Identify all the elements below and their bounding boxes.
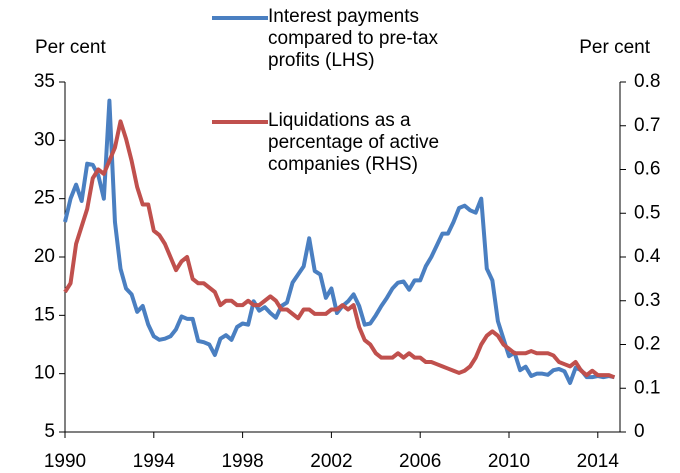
legend-label: Liquidations as a percentage of active c… [268,110,440,175]
y-tick-label: 5 [44,421,55,442]
y-tick-label: 30 [34,129,55,150]
x-tick-label: 2014 [577,451,620,472]
y2-tick-label: 0.1 [634,377,660,398]
y2-tick-label: 0.3 [634,290,660,311]
y2-tick-label: 0.7 [634,115,660,136]
y2-tick-label: 0.8 [634,71,660,92]
y2-tick-label: 0 [634,421,645,442]
y-tick-label: 25 [34,188,55,209]
x-tick-label: 2006 [399,451,441,472]
x-tick-label: 1990 [44,451,86,472]
x-tick-label: 1998 [221,451,263,472]
y-axis-title: Per cent [35,37,106,58]
y-tick-label: 10 [34,363,55,384]
x-tick-label: 1994 [133,451,176,472]
y2-tick-label: 0.2 [634,334,660,355]
y2-tick-label: 0.6 [634,159,660,180]
x-tick-label: 2002 [310,451,352,472]
y2-tick-label: 0.5 [634,202,660,223]
x-tick-label: 2010 [488,451,530,472]
legend-label: Interest payments compared to pre-tax pr… [268,6,439,71]
y2-axis-title: Per cent [579,37,650,58]
series-line [63,119,616,380]
y-tick-label: 35 [34,71,55,92]
y2-tick-label: 0.4 [634,246,661,267]
y-tick-label: 20 [34,246,55,267]
y-tick-label: 15 [34,304,55,325]
